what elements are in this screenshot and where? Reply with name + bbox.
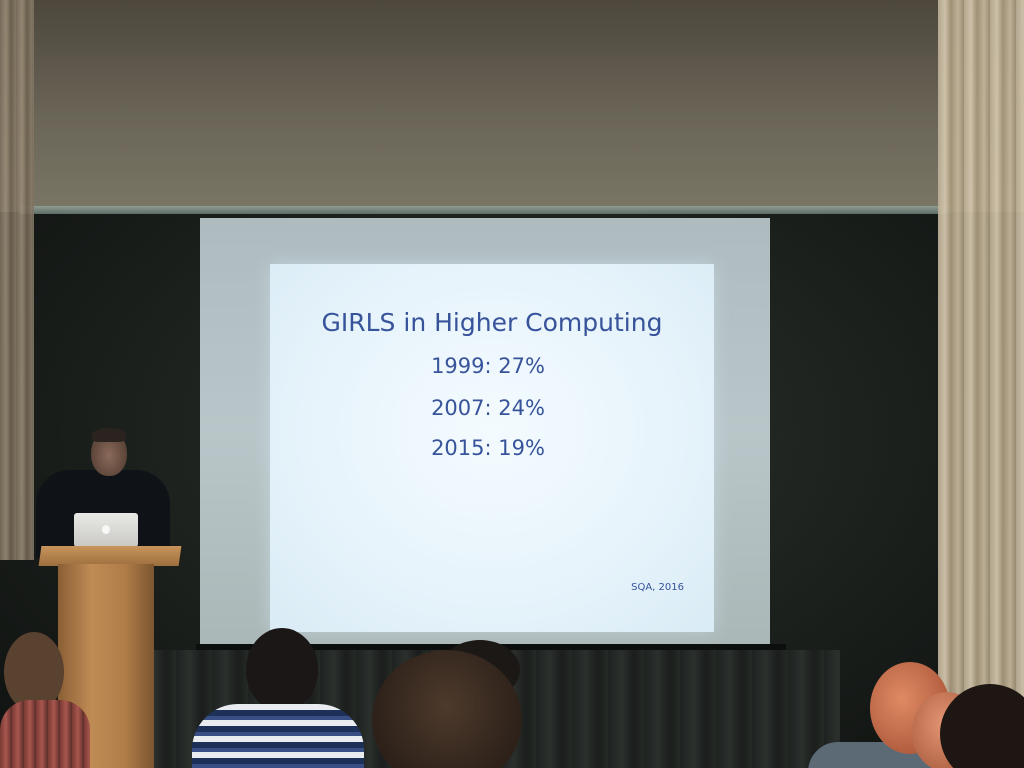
audience-member-shirt [0, 700, 90, 768]
ceiling-edge [20, 206, 950, 214]
laptop-logo-icon [102, 525, 110, 534]
audience-member-striped-shirt [192, 704, 364, 768]
slide-title: GIRLS in Higher Computing [321, 308, 663, 337]
audience-member-hair [372, 650, 522, 768]
slide-source-citation: SQA, 2016 [631, 582, 684, 593]
audience-member-head [4, 632, 64, 712]
presenter-hair [92, 428, 126, 442]
wall [0, 0, 1024, 212]
podium-top [38, 546, 182, 566]
projected-slide: GIRLS in Higher Computing 1999: 27% 2007… [270, 264, 714, 632]
slide-line-1999: 1999: 27% [431, 354, 545, 378]
right-curtain [938, 0, 1024, 700]
slide-line-2015: 2015: 19% [431, 436, 545, 460]
left-curtain [0, 0, 34, 560]
audience-member-head [246, 628, 318, 712]
audience-member-head [940, 684, 1024, 768]
laptop [74, 513, 138, 547]
slide-line-2007: 2007: 24% [431, 396, 545, 420]
